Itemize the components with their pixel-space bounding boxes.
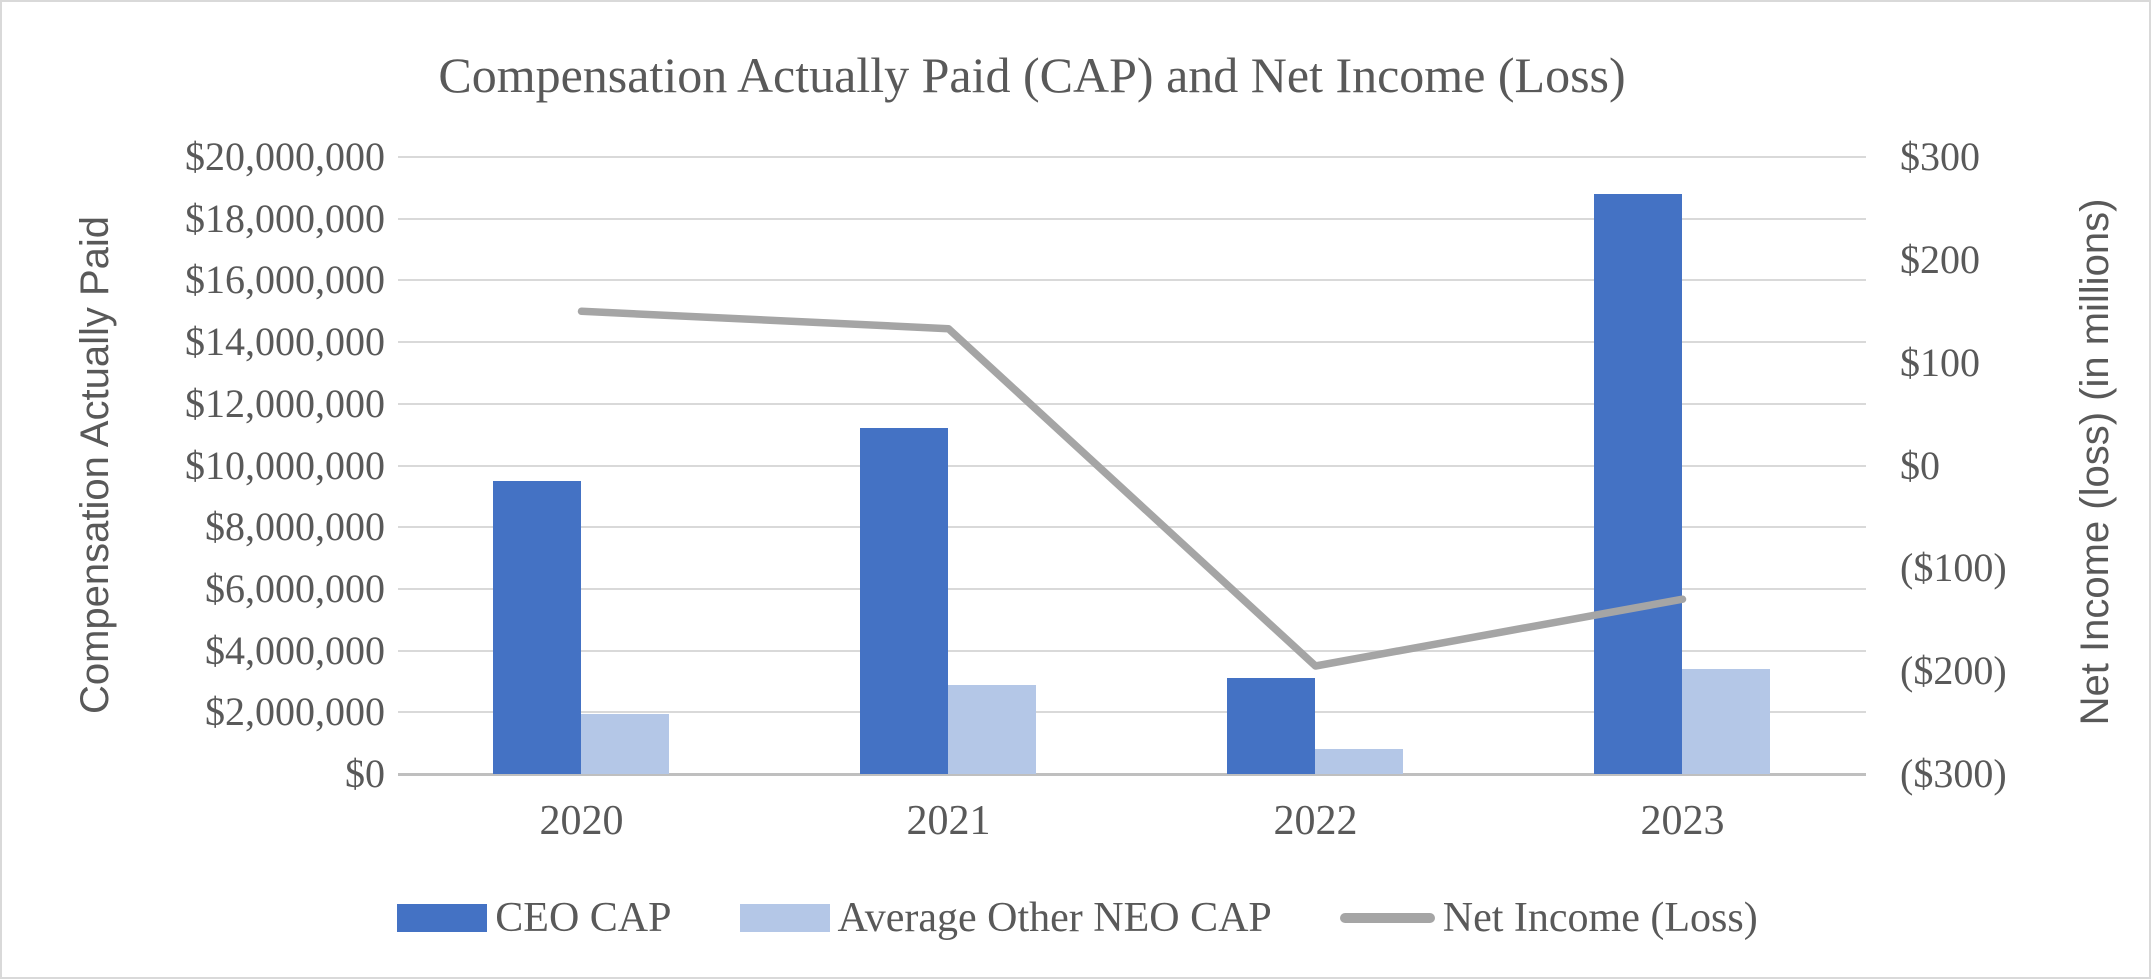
right-axis-tick-label: $200	[1900, 236, 1980, 282]
left-axis-tick-label: $8,000,000	[205, 504, 385, 550]
left-axis-tick-label: $2,000,000	[205, 689, 385, 735]
legend-item-net-income-loss-: Net Income (Loss)	[1339, 895, 1758, 941]
x-axis-label-2021: 2021	[906, 798, 991, 844]
gridline	[398, 279, 1866, 282]
legend-line-swatch	[1339, 913, 1435, 923]
gridline	[398, 711, 1866, 714]
bar-avg-neo-cap-2021	[947, 684, 1036, 774]
legend-item-ceo-cap: CEO CAP	[397, 895, 672, 941]
left-axis-tick-label: $4,000,000	[205, 627, 385, 673]
bar-ceo-cap-2022	[1226, 678, 1315, 774]
right-axis-tick-label: $100	[1900, 339, 1980, 385]
left-axis-tick-label: $0	[345, 751, 385, 796]
legend: CEO CAP Average Other NEO CAP Net Income (…	[2, 890, 2149, 946]
gridline	[398, 156, 1866, 158]
net-income-line	[577, 307, 1687, 670]
x-axis-label-2022: 2022	[1273, 798, 1358, 844]
right-axis-tick-label: ($200)	[1900, 648, 2007, 694]
legend-bar-swatch	[739, 904, 830, 932]
legend-label: CEO CAP	[495, 895, 672, 941]
bar-avg-neo-cap-2022	[1314, 749, 1403, 774]
bar-ceo-cap-2021	[859, 428, 948, 774]
left-axis-tick-label: $12,000,000	[185, 380, 385, 426]
bar-ceo-cap-2023	[1593, 194, 1682, 774]
left-axis-tick-label: $10,000,000	[185, 442, 385, 488]
legend-item-average-other-neo-cap: Average Other NEO CAP	[739, 895, 1272, 941]
right-axis-tick-label: ($300)	[1900, 751, 2007, 796]
x-axis-label-2020: 2020	[539, 798, 624, 844]
left-axis-tick-label: $16,000,000	[185, 257, 385, 303]
bar-avg-neo-cap-2020	[580, 713, 669, 774]
left-axis-tick-label: $14,000,000	[185, 319, 385, 365]
left-axis-tick-label: $18,000,000	[185, 195, 385, 241]
left-axis-tick-label: $20,000,000	[185, 134, 385, 179]
x-axis-label-2023: 2023	[1640, 798, 1725, 844]
left-axis-tick-label: $6,000,000	[205, 565, 385, 611]
right-axis-tick-label: ($100)	[1900, 545, 2007, 591]
legend-label: Net Income (Loss)	[1442, 895, 1758, 941]
bar-avg-neo-cap-2023	[1681, 669, 1770, 774]
right-axis-tick-label: $300	[1900, 134, 1980, 179]
left-axis-title: Compensation Actually Paid	[73, 215, 117, 715]
x-axis-line	[398, 773, 1866, 776]
gridline	[398, 217, 1866, 220]
right-axis-title: Net Income (loss) (in millions)	[2073, 198, 2117, 726]
legend-label: Average Other NEO CAP	[837, 895, 1272, 941]
legend-bar-swatch	[397, 904, 488, 932]
chart-title: Compensation Actually Paid (CAP) and Net…	[438, 47, 1626, 103]
right-axis-tick-label: $0	[1900, 442, 1940, 488]
bar-ceo-cap-2020	[492, 480, 581, 774]
